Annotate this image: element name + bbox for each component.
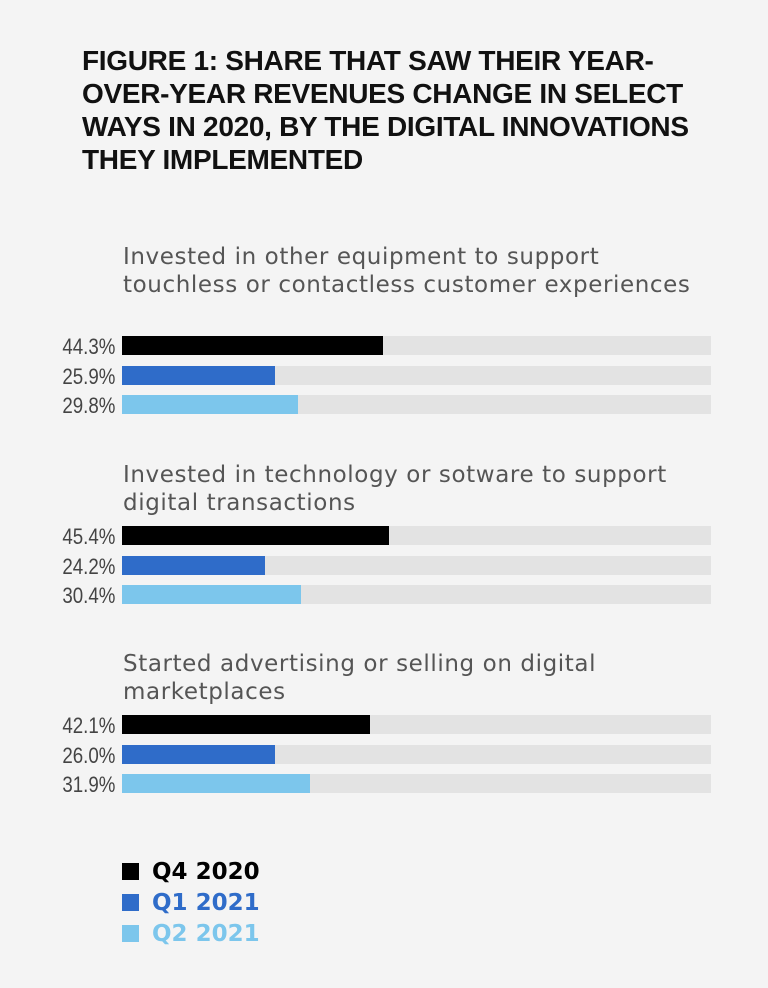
- bar-track: [122, 585, 711, 604]
- bar: [122, 744, 276, 764]
- data-label: 45.4%: [61, 524, 115, 549]
- bar: [122, 365, 275, 385]
- chart-title: FIGURE 1: SHARE THAT SAW THEIR YEAR-OVER…: [82, 45, 689, 175]
- bar-row: 25.9%: [0, 364, 768, 389]
- bar-row: 31.9%: [0, 772, 768, 797]
- data-label: 31.9%: [61, 772, 115, 797]
- bar-track: [122, 395, 711, 414]
- legend-label: Q2 2021: [152, 920, 260, 947]
- legend-label: Q4 2020: [152, 858, 260, 885]
- data-label: 44.3%: [61, 334, 115, 359]
- legend-item: Q1 2021: [122, 887, 260, 918]
- legend-swatch: [122, 925, 139, 942]
- legend-label: Q1 2021: [152, 889, 260, 916]
- bar-row: 24.2%: [0, 554, 768, 579]
- bar-track: [122, 555, 711, 575]
- category-label: Invested in other equipment to support t…: [123, 244, 691, 298]
- legend: Q4 2020 Q1 2021 Q2 2021: [122, 856, 260, 949]
- bar-row: 29.8%: [0, 393, 768, 418]
- bar-track: [122, 774, 711, 793]
- legend-item: Q2 2021: [122, 918, 260, 949]
- data-label: 25.9%: [61, 363, 115, 389]
- bar: [122, 555, 265, 575]
- bar: [122, 585, 302, 604]
- category-label: Invested in technology or sotware to sup…: [123, 462, 667, 516]
- bar-track: [122, 365, 711, 385]
- bar: [122, 395, 298, 414]
- category-label: Started advertising or selling on digita…: [123, 651, 597, 705]
- bar: [122, 526, 390, 545]
- legend-item: Q4 2020: [122, 856, 260, 887]
- bar-track: [122, 744, 711, 764]
- data-label: 29.8%: [61, 393, 115, 418]
- bar-row: 30.4%: [0, 583, 768, 608]
- legend-swatch: [122, 863, 139, 880]
- data-label: 42.1%: [61, 713, 115, 738]
- bar-row: 42.1%: [0, 713, 768, 738]
- data-label: 26.0%: [61, 742, 115, 768]
- bar-track: [122, 526, 711, 545]
- bar-row: 45.4%: [0, 524, 768, 549]
- data-label: 24.2%: [61, 553, 115, 579]
- bar-row: 44.3%: [0, 334, 768, 359]
- bar: [122, 715, 370, 734]
- bar-row: 26.0%: [0, 743, 768, 768]
- data-label: 30.4%: [61, 583, 115, 608]
- bar-track: [122, 336, 711, 355]
- bar-track: [122, 715, 711, 734]
- legend-swatch: [122, 894, 139, 911]
- bar: [122, 774, 310, 793]
- bar: [122, 336, 383, 355]
